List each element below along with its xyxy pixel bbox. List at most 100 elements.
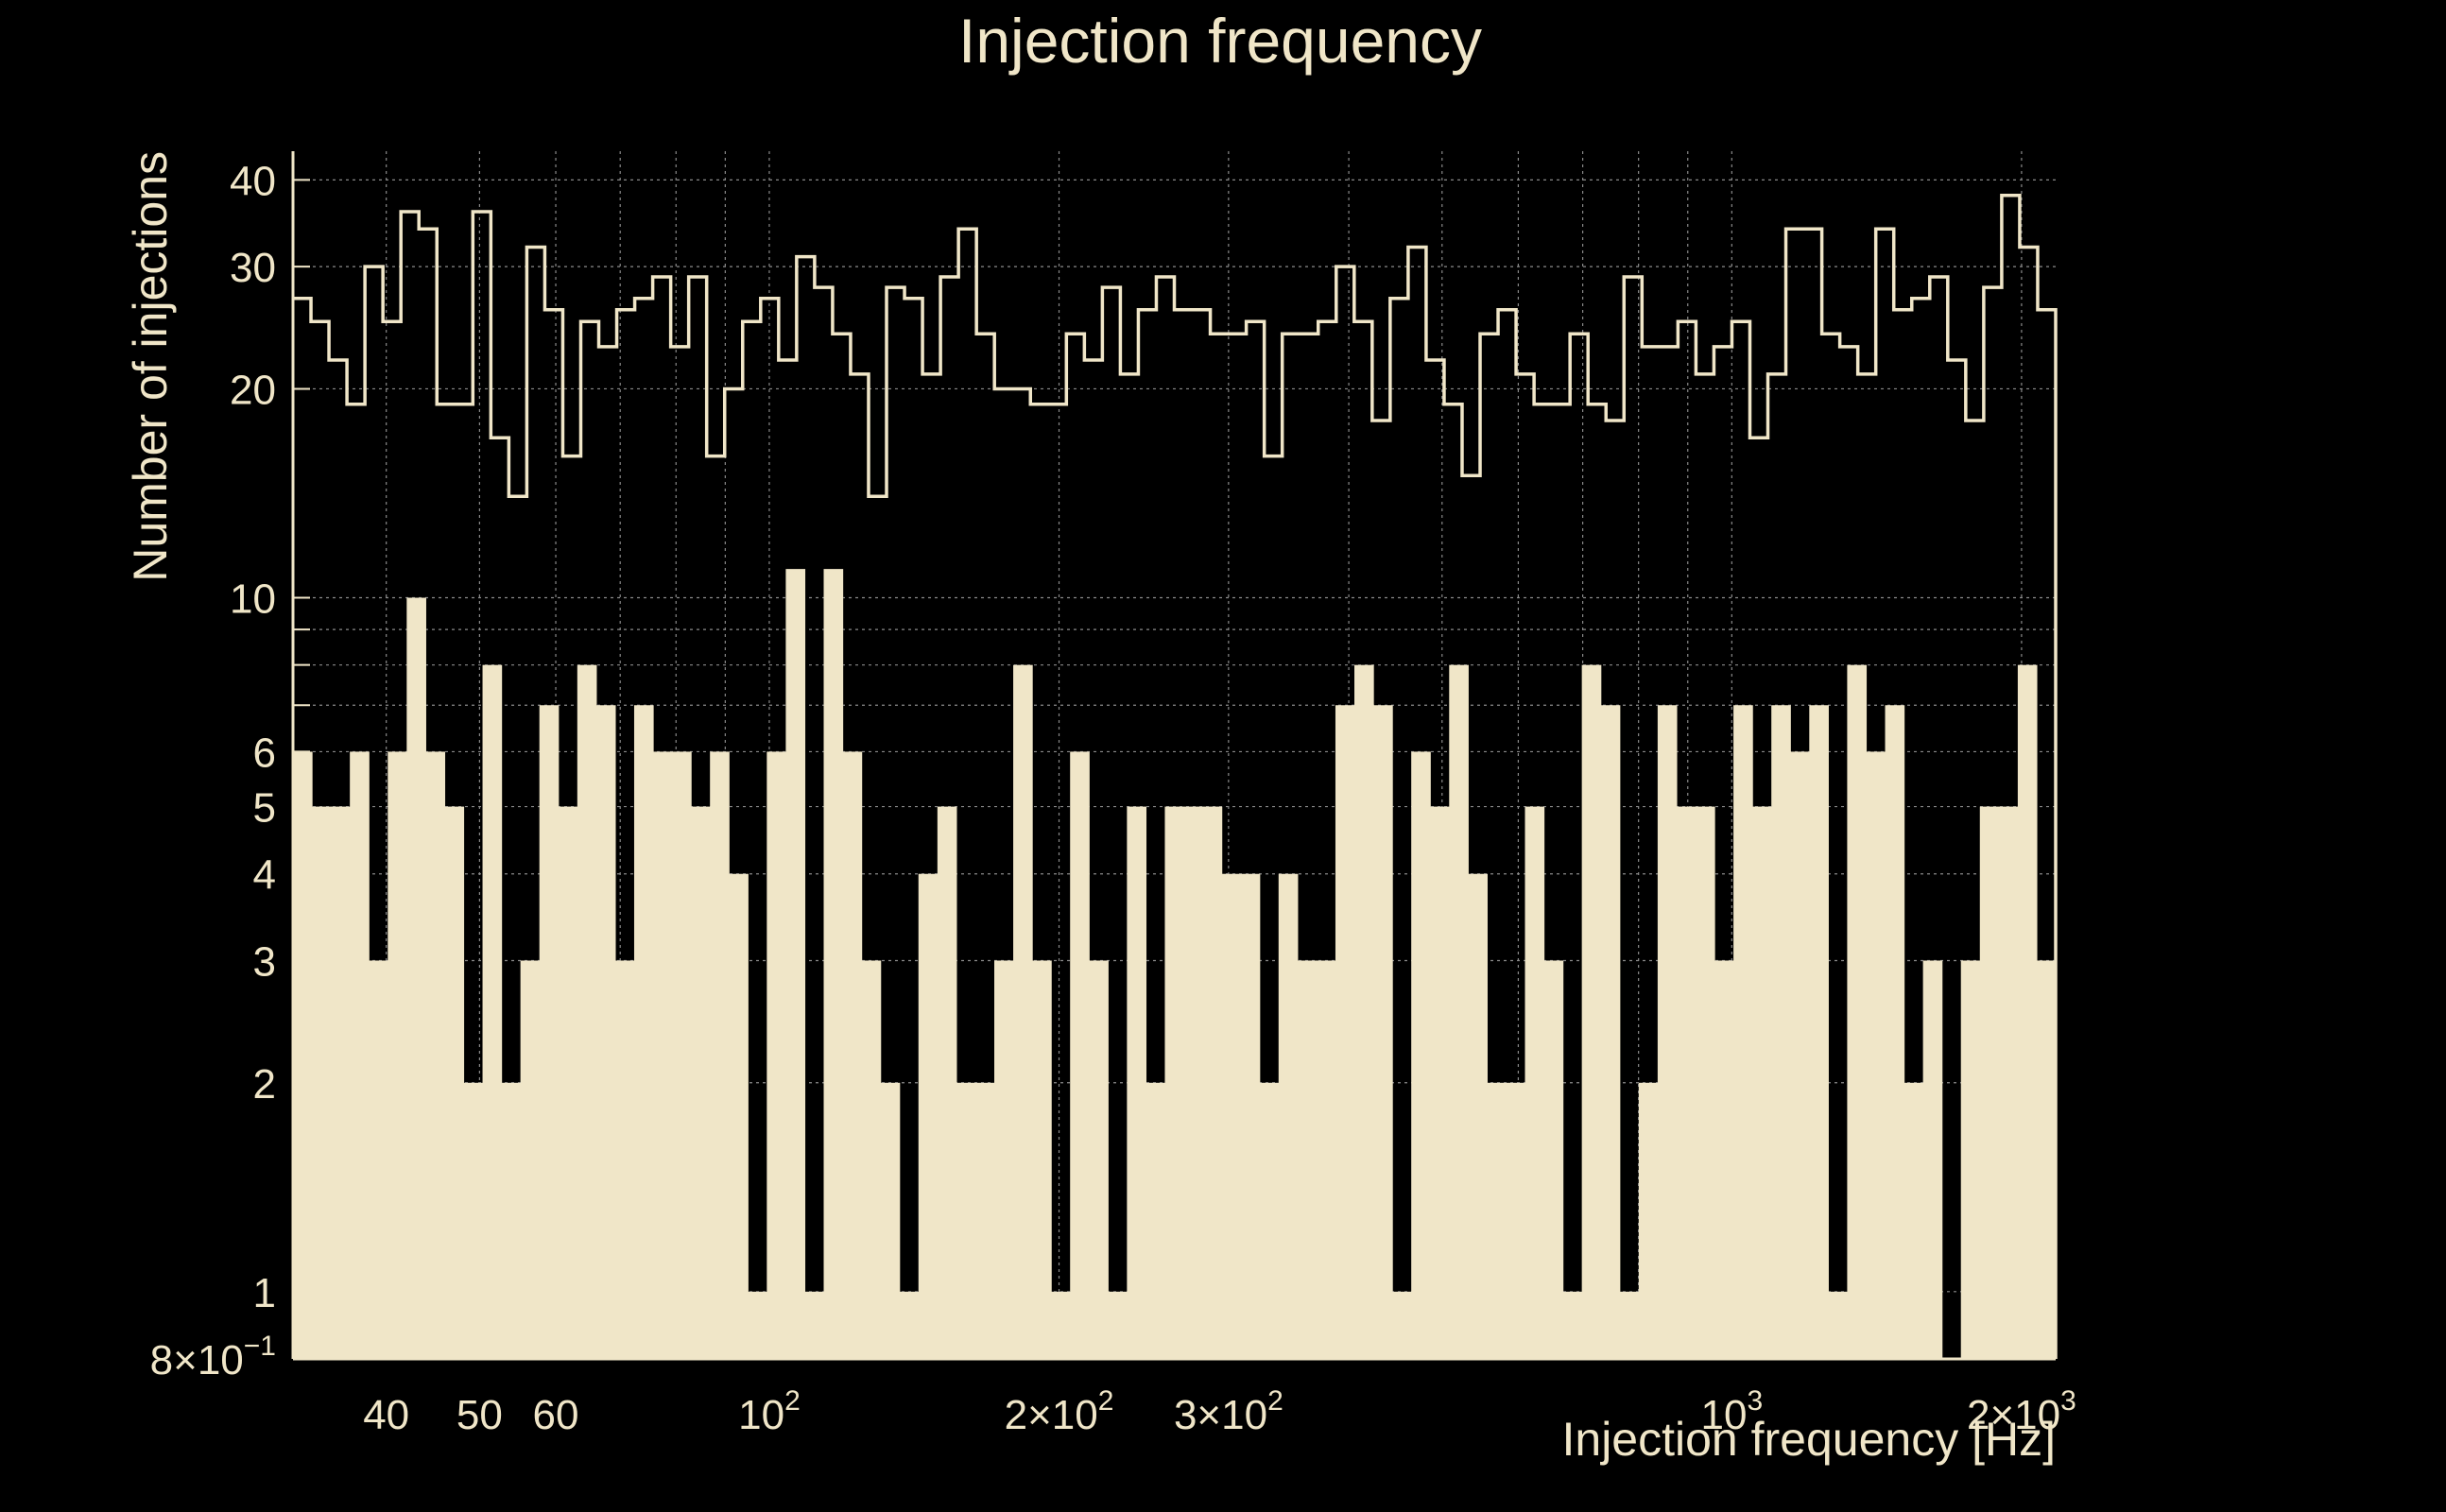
histogram-bar — [1449, 664, 1469, 1359]
histogram-bar — [653, 751, 673, 1359]
histogram-bar — [672, 751, 692, 1359]
histogram-bar — [1885, 705, 1905, 1359]
histogram-bar — [1733, 705, 1753, 1359]
histogram-bar — [1809, 705, 1829, 1359]
x-tick-label: 103 — [1701, 1385, 1764, 1438]
histogram-bar — [539, 705, 560, 1359]
histogram-bar — [785, 569, 806, 1359]
histogram-bar — [1638, 1082, 1659, 1359]
y-tick-labels: 8×10−1 1 2 3 4 5 6 10 20 30 40 — [150, 158, 276, 1383]
histogram-bar — [899, 1291, 920, 1359]
histogram-bar — [501, 1082, 522, 1359]
histogram-bar — [331, 806, 351, 1359]
histogram-bar — [1676, 806, 1697, 1359]
histogram-bar — [1771, 705, 1791, 1359]
histogram-bar — [633, 705, 654, 1359]
histogram-bar — [1183, 806, 1204, 1359]
histogram-bar — [993, 960, 1014, 1359]
y-tick-label: 10 — [230, 576, 276, 623]
histogram-bar — [1430, 806, 1450, 1359]
axes — [291, 151, 2056, 1361]
histogram-bar — [729, 873, 749, 1359]
y-tick-label: 40 — [230, 158, 276, 204]
histogram-bar — [1487, 1082, 1507, 1359]
histogram-bar — [691, 806, 711, 1359]
y-axis-label: Number of injections — [124, 151, 177, 582]
histogram-bar — [293, 751, 313, 1359]
histogram-bar — [1259, 1082, 1280, 1359]
y-tick-label: 20 — [230, 367, 276, 413]
histogram-bar — [1145, 1082, 1166, 1359]
y-tick-label: 1 — [253, 1270, 276, 1316]
x-axis-label: Injection frequency [Hz] — [1562, 1413, 2057, 1466]
histogram-bar — [956, 1082, 976, 1359]
x-tick-label: 60 — [533, 1392, 579, 1438]
histogram-bar — [1070, 751, 1090, 1359]
histogram-bar — [1543, 960, 1564, 1359]
histogram-bar — [614, 960, 635, 1359]
histogram-bar — [1847, 664, 1868, 1359]
x-tick-label: 40 — [363, 1392, 409, 1438]
histogram-bar — [1032, 960, 1052, 1359]
y-tick-label: 30 — [230, 245, 276, 291]
histogram-bar — [1600, 705, 1621, 1359]
histogram-bar — [1221, 873, 1242, 1359]
x-tick-label: 102 — [738, 1385, 801, 1438]
histogram-bar — [1373, 705, 1393, 1359]
histogram-bar — [748, 1291, 767, 1359]
histogram-bar — [406, 597, 426, 1359]
histogram-bar — [1657, 705, 1678, 1359]
histogram-bar — [1828, 1291, 1849, 1359]
histogram-bar — [1619, 1291, 1640, 1359]
y-tick-label: 2 — [253, 1061, 276, 1108]
x-tick-label: 2×103 — [1967, 1385, 2076, 1438]
histogram-bar — [1240, 873, 1261, 1359]
filled-histogram-series — [293, 569, 2057, 1359]
histogram-bar — [1013, 664, 1033, 1359]
histogram-bar — [1506, 1082, 1526, 1359]
histogram-bar — [1108, 1291, 1128, 1359]
histogram-bar — [1335, 705, 1355, 1359]
x-tick-label: 3×102 — [1174, 1385, 1283, 1438]
histogram-bar — [388, 751, 407, 1359]
histogram-bar — [595, 705, 616, 1359]
histogram-bar — [1960, 960, 1981, 1359]
histogram-bar — [1202, 806, 1223, 1359]
histogram-bar — [350, 751, 370, 1359]
histogram-bar — [1695, 806, 1715, 1359]
histogram-bar — [444, 806, 465, 1359]
x-tick-label: 2×102 — [1005, 1385, 1114, 1438]
histogram-bar — [482, 664, 503, 1359]
histogram-bar — [842, 751, 863, 1359]
histogram-bar — [767, 751, 786, 1359]
histogram-bar — [425, 751, 446, 1359]
histogram-bar — [1089, 960, 1109, 1359]
histogram-bar — [880, 1082, 901, 1359]
histogram-bar — [1979, 806, 2000, 1359]
histogram-bar — [1562, 1291, 1583, 1359]
histogram-bar — [1278, 873, 1299, 1359]
x-tick-labels: 40 50 60 102 2×102 3×102 103 2×103 — [363, 1385, 2076, 1438]
histogram-bar — [1714, 960, 1734, 1359]
histogram-bar — [1411, 751, 1431, 1359]
histogram-bar — [1316, 960, 1336, 1359]
histogram-bar — [1164, 806, 1185, 1359]
histogram-bar — [577, 664, 597, 1359]
histogram-bar — [1922, 960, 1943, 1359]
histogram-bar — [1354, 664, 1374, 1359]
histogram-bar — [1866, 751, 1886, 1359]
histogram-bar — [1581, 664, 1602, 1359]
histogram-bar — [369, 960, 388, 1359]
histogram-bar — [2036, 960, 2057, 1359]
histogram-bar — [1998, 806, 2019, 1359]
histogram-bar — [520, 960, 541, 1359]
histogram-bar — [861, 960, 882, 1359]
step-outline-series — [293, 194, 2058, 1359]
histogram-bar — [1524, 806, 1545, 1359]
histogram-bar — [2017, 664, 2038, 1359]
step-outline-line — [293, 194, 2058, 1359]
histogram-bar — [1297, 960, 1318, 1359]
histogram-bar — [1752, 806, 1772, 1359]
y-tick-label: 4 — [253, 852, 276, 899]
